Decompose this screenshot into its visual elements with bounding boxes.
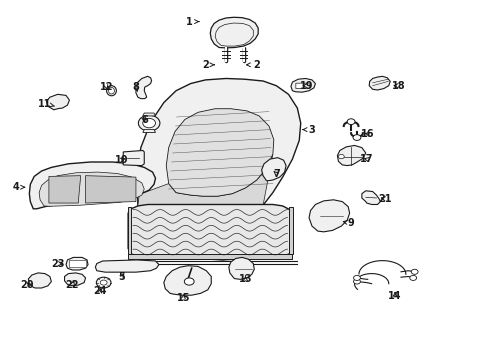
Circle shape xyxy=(353,275,360,280)
Text: 3: 3 xyxy=(302,125,315,135)
Polygon shape xyxy=(137,78,300,260)
Polygon shape xyxy=(128,254,292,259)
Polygon shape xyxy=(46,94,69,110)
Polygon shape xyxy=(66,257,88,270)
Text: 17: 17 xyxy=(359,154,373,164)
Text: 14: 14 xyxy=(387,291,401,301)
Polygon shape xyxy=(228,257,254,279)
Polygon shape xyxy=(142,130,155,132)
Text: 7: 7 xyxy=(272,168,279,179)
Polygon shape xyxy=(289,207,293,254)
Circle shape xyxy=(352,135,360,140)
Polygon shape xyxy=(69,260,85,267)
Circle shape xyxy=(100,280,107,285)
Polygon shape xyxy=(39,172,144,206)
Text: 2: 2 xyxy=(246,60,260,70)
Ellipse shape xyxy=(106,86,116,96)
Polygon shape xyxy=(290,78,315,92)
Circle shape xyxy=(142,118,155,128)
Polygon shape xyxy=(368,76,389,90)
Polygon shape xyxy=(128,207,131,254)
Circle shape xyxy=(338,154,344,159)
Polygon shape xyxy=(49,176,81,203)
Text: 6: 6 xyxy=(141,114,147,125)
Text: 22: 22 xyxy=(65,280,79,290)
Polygon shape xyxy=(166,109,273,196)
Circle shape xyxy=(410,269,417,274)
Circle shape xyxy=(346,119,354,125)
Text: 15: 15 xyxy=(176,293,190,303)
Polygon shape xyxy=(64,273,85,285)
Text: 2: 2 xyxy=(202,60,214,70)
Circle shape xyxy=(184,278,194,285)
Text: 8: 8 xyxy=(132,82,139,92)
Text: 12: 12 xyxy=(100,82,113,92)
Text: 5: 5 xyxy=(118,272,124,282)
Polygon shape xyxy=(163,266,211,295)
Polygon shape xyxy=(308,200,349,232)
Text: 16: 16 xyxy=(360,129,374,139)
Polygon shape xyxy=(136,76,151,99)
Text: 23: 23 xyxy=(51,258,64,269)
Text: 11: 11 xyxy=(38,99,55,109)
Polygon shape xyxy=(138,154,272,260)
Text: 21: 21 xyxy=(378,194,391,204)
Polygon shape xyxy=(123,150,144,166)
Ellipse shape xyxy=(108,87,114,94)
Polygon shape xyxy=(95,260,159,272)
Polygon shape xyxy=(28,273,51,288)
Polygon shape xyxy=(128,204,292,257)
Polygon shape xyxy=(210,17,258,48)
Polygon shape xyxy=(142,113,155,116)
Polygon shape xyxy=(85,176,136,203)
Text: 19: 19 xyxy=(300,81,313,91)
Polygon shape xyxy=(261,158,285,181)
Circle shape xyxy=(353,279,360,284)
Circle shape xyxy=(409,275,416,280)
Polygon shape xyxy=(361,191,380,204)
Polygon shape xyxy=(337,145,365,166)
Circle shape xyxy=(138,115,160,131)
Text: 1: 1 xyxy=(186,17,199,27)
Text: 10: 10 xyxy=(114,155,128,165)
Text: 9: 9 xyxy=(343,218,354,228)
Text: 13: 13 xyxy=(238,274,252,284)
Polygon shape xyxy=(29,162,155,209)
Circle shape xyxy=(96,277,111,288)
Text: 24: 24 xyxy=(93,286,107,296)
Text: 20: 20 xyxy=(20,280,34,290)
Text: 18: 18 xyxy=(391,81,405,91)
Polygon shape xyxy=(295,83,310,89)
Text: 4: 4 xyxy=(12,182,25,192)
